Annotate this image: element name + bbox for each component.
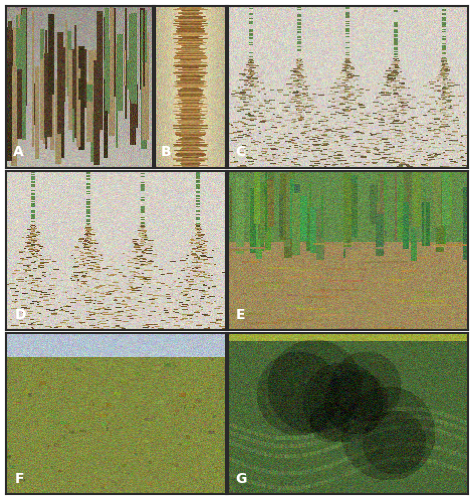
Text: C: C xyxy=(236,146,246,160)
Text: E: E xyxy=(236,308,245,322)
Text: G: G xyxy=(236,472,247,486)
Text: B: B xyxy=(161,146,172,160)
Text: D: D xyxy=(15,308,26,322)
Text: F: F xyxy=(15,472,24,486)
Text: A: A xyxy=(13,146,24,160)
